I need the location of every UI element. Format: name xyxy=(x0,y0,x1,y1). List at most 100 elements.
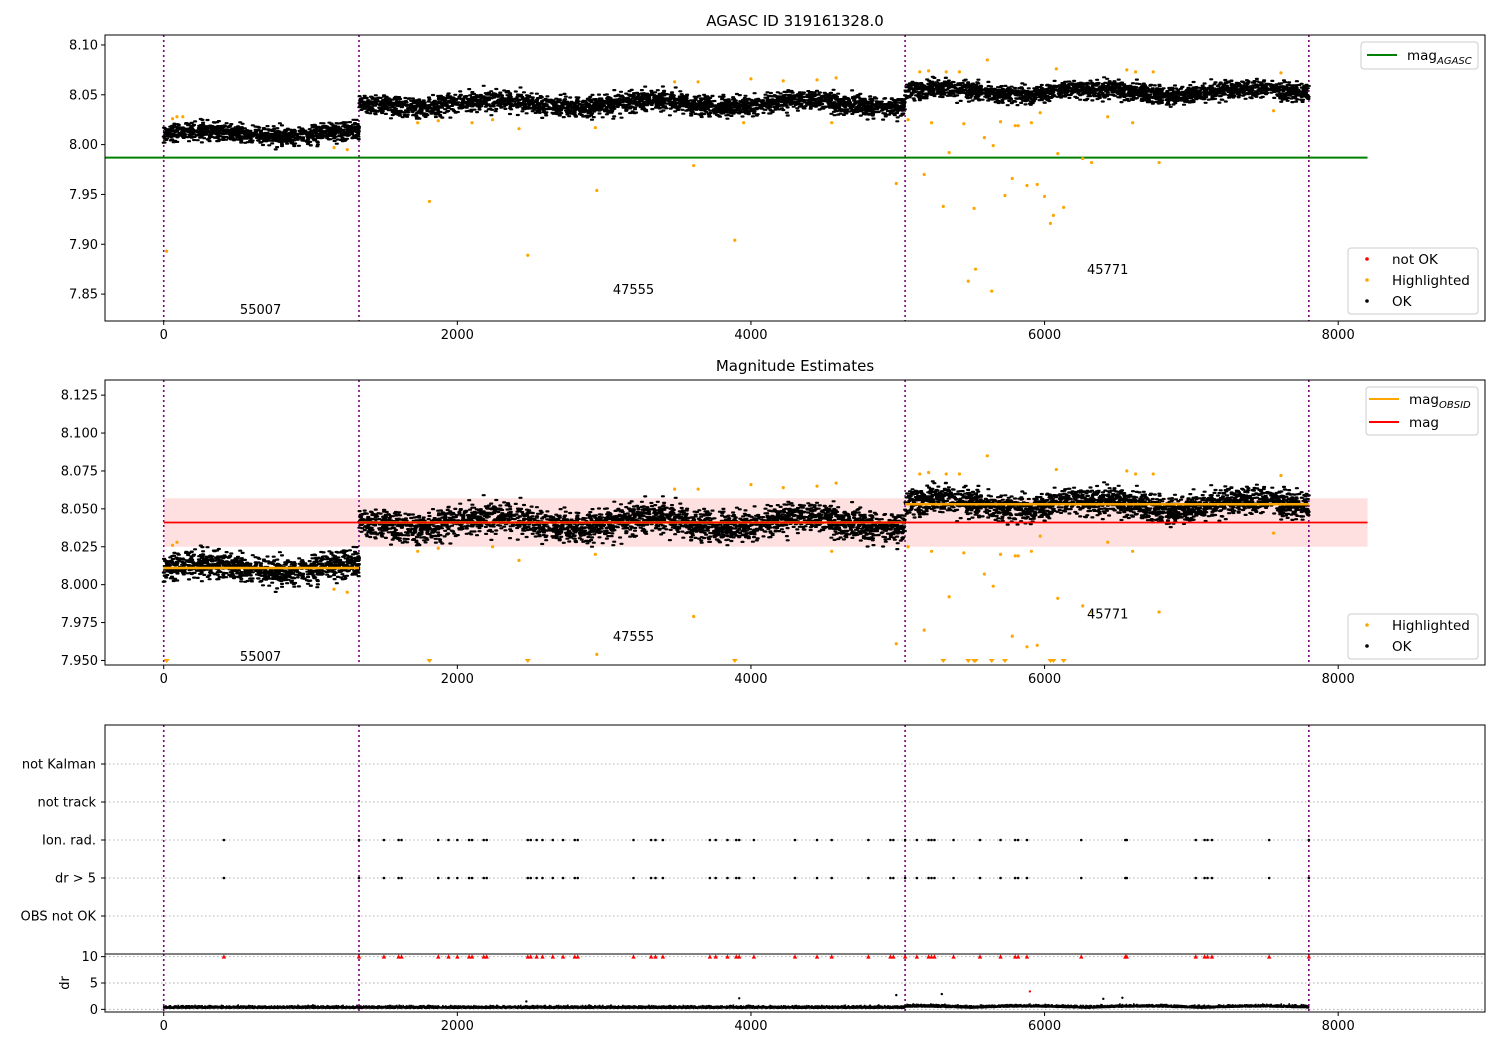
highlighted-point xyxy=(1271,109,1276,113)
highlighted-point xyxy=(175,115,179,119)
highlighted-point xyxy=(985,454,989,458)
highlighted-point xyxy=(1035,182,1039,187)
y-tick-label: 7.85 xyxy=(69,288,98,303)
highlighted-point xyxy=(894,181,898,186)
dr-flag-point xyxy=(752,876,756,880)
y-tick-label: 7.975 xyxy=(61,616,98,631)
dr-flag-point xyxy=(382,876,386,880)
dr-clipped-marker xyxy=(1209,954,1215,959)
dr-clipped-marker xyxy=(751,954,757,959)
highlighted-point xyxy=(998,552,1003,556)
highlighted-point xyxy=(982,136,986,140)
ion-rad-flag-point xyxy=(400,838,403,842)
dr-flag-point xyxy=(357,876,361,880)
legend-mag-obsid-label: magOBSID xyxy=(1409,392,1471,411)
below-range-marker xyxy=(163,659,170,663)
panel-2-title: Magnitude Estimates xyxy=(716,357,874,375)
dr-flag-point xyxy=(815,876,819,880)
obsid-label: 55007 xyxy=(240,650,281,665)
highlighted-point xyxy=(781,79,785,83)
panel-1-point-legend: not OK Highlighted OK xyxy=(1347,247,1479,315)
highlighted-point xyxy=(673,487,677,491)
dr-flag-point xyxy=(1125,876,1129,880)
ion-rad-flag-point xyxy=(830,838,834,842)
highlighted-point xyxy=(1133,472,1138,476)
below-range-marker xyxy=(731,659,738,663)
below-range-marker xyxy=(940,659,947,663)
highlighted-point xyxy=(944,472,948,476)
panel-1-plot-area xyxy=(105,35,1368,321)
highlighted-point xyxy=(1157,160,1161,165)
ion-rad-flag-point xyxy=(526,838,530,842)
y-tick-label: 8.10 xyxy=(69,38,98,53)
highlighted-point xyxy=(906,118,910,122)
dr-clipped-marker xyxy=(734,954,739,959)
below-range-marker xyxy=(426,659,433,663)
dr-flag-point xyxy=(933,876,936,880)
ion-rad-flag-point xyxy=(978,838,982,842)
dr-flag-point xyxy=(222,876,226,880)
highlighted-point xyxy=(436,119,440,123)
dr-clipped-marker xyxy=(737,954,742,959)
dr-clipped-marker xyxy=(914,954,920,959)
x-tick-label: 6000 xyxy=(1028,1019,1061,1034)
highlighted-point xyxy=(1131,549,1135,553)
ion-rad-flag-point xyxy=(999,838,1002,842)
highlighted-point xyxy=(749,77,753,81)
y-tick-label: 8.025 xyxy=(61,540,98,555)
dr-clipped-marker xyxy=(713,954,718,959)
legend-ok-marker xyxy=(1365,299,1369,303)
panel-2-obsid-labels: 55007 47555 45771 xyxy=(240,607,1128,664)
dr-flag-point xyxy=(541,876,544,880)
highlighted-point xyxy=(427,199,432,204)
ion-rad-flag-point xyxy=(889,838,892,842)
highlighted-point xyxy=(1010,634,1014,638)
highlighted-point xyxy=(1125,469,1129,473)
dr-flag-point xyxy=(889,876,892,880)
dr-flag-point xyxy=(485,876,489,880)
dr-clipped-marker xyxy=(902,954,908,959)
y-tick-label: 8.05 xyxy=(69,88,98,103)
dr-clipped-marker xyxy=(977,954,983,959)
dr-flag-point xyxy=(793,876,797,880)
dr-clipped-marker xyxy=(929,954,934,959)
highlighted-point xyxy=(998,120,1003,124)
obsid-label: 55007 xyxy=(240,303,281,318)
highlighted-point xyxy=(1054,467,1058,472)
dr-flag-point xyxy=(1267,876,1271,880)
ion-rad-flag-point xyxy=(867,838,870,842)
below-range-marker xyxy=(1060,659,1067,663)
ion-rad-flag-point xyxy=(1267,838,1271,842)
highlighted-point xyxy=(973,267,978,271)
highlighted-point xyxy=(1013,554,1017,558)
dr-flag-point xyxy=(456,876,459,880)
panel-3-plot-area xyxy=(105,725,1485,954)
dr-clipped-marker xyxy=(381,954,387,959)
legend-highlighted-marker xyxy=(1365,623,1369,627)
legend-mag-label: mag xyxy=(1409,415,1439,431)
dr-flag-point xyxy=(576,876,580,880)
flag-row-label: OBS not OK xyxy=(21,910,97,925)
dr-clipped-marker xyxy=(356,954,362,959)
highlighted-point xyxy=(1157,610,1161,614)
ion-rad-flag-point xyxy=(734,838,738,842)
dr-flag-point xyxy=(1210,876,1214,880)
below-range-marker xyxy=(988,659,995,663)
ion-rad-flag-point xyxy=(649,838,653,842)
x-tick-label: 8000 xyxy=(1322,672,1355,687)
dr-flag-point xyxy=(561,876,565,880)
dr-flag-point xyxy=(400,876,403,880)
dr-flag-point xyxy=(915,876,919,880)
highlighted-point xyxy=(593,552,597,556)
highlighted-point xyxy=(345,147,349,152)
below-range-marker xyxy=(1050,659,1057,663)
dr-data-points xyxy=(162,1003,1310,1009)
panel-2-y-ticks: 7.950 7.975 8.000 8.025 8.050 8.075 8.100 8.125 xyxy=(61,389,105,669)
ion-rad-flag-point xyxy=(952,838,955,842)
ion-rad-flag-point xyxy=(654,838,657,842)
highlighted-point xyxy=(517,127,521,131)
y-tick-label: 7.90 xyxy=(69,238,98,253)
panel-2-line-legend: magOBSID mag xyxy=(1365,386,1479,436)
highlighted-point xyxy=(1042,194,1047,199)
dr-flag-point xyxy=(892,876,895,880)
